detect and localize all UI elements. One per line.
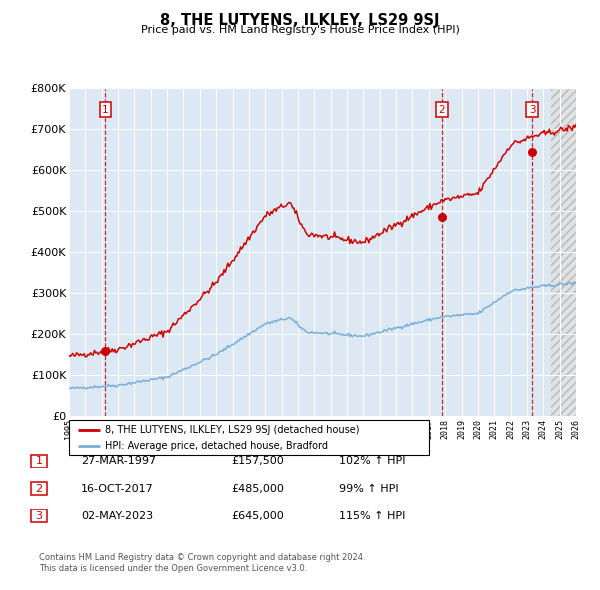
Text: Contains HM Land Registry data © Crown copyright and database right 2024.: Contains HM Land Registry data © Crown c… (39, 553, 365, 562)
Text: 99% ↑ HPI: 99% ↑ HPI (339, 484, 398, 493)
Text: 102% ↑ HPI: 102% ↑ HPI (339, 457, 406, 466)
Text: 2: 2 (439, 105, 445, 115)
Text: 16-OCT-2017: 16-OCT-2017 (81, 484, 154, 493)
Text: 3: 3 (35, 511, 43, 520)
Text: 115% ↑ HPI: 115% ↑ HPI (339, 511, 406, 520)
Text: 27-MAR-1997: 27-MAR-1997 (81, 457, 156, 466)
Text: 2: 2 (35, 484, 43, 493)
Text: This data is licensed under the Open Government Licence v3.0.: This data is licensed under the Open Gov… (39, 565, 307, 573)
Text: 8, THE LUTYENS, ILKLEY, LS29 9SJ: 8, THE LUTYENS, ILKLEY, LS29 9SJ (160, 13, 440, 28)
Text: 1: 1 (102, 105, 109, 115)
FancyBboxPatch shape (31, 509, 47, 522)
Text: £645,000: £645,000 (231, 511, 284, 520)
Text: 02-MAY-2023: 02-MAY-2023 (81, 511, 153, 520)
Text: 1: 1 (35, 457, 43, 466)
Text: HPI: Average price, detached house, Bradford: HPI: Average price, detached house, Brad… (105, 441, 328, 451)
Text: £485,000: £485,000 (231, 484, 284, 493)
FancyBboxPatch shape (69, 420, 429, 455)
FancyBboxPatch shape (31, 482, 47, 495)
Bar (551, 88, 576, 416)
Text: Price paid vs. HM Land Registry's House Price Index (HPI): Price paid vs. HM Land Registry's House … (140, 25, 460, 35)
Text: £157,500: £157,500 (231, 457, 284, 466)
Text: 8, THE LUTYENS, ILKLEY, LS29 9SJ (detached house): 8, THE LUTYENS, ILKLEY, LS29 9SJ (detach… (105, 425, 359, 435)
FancyBboxPatch shape (31, 455, 47, 468)
Text: 3: 3 (529, 105, 536, 115)
